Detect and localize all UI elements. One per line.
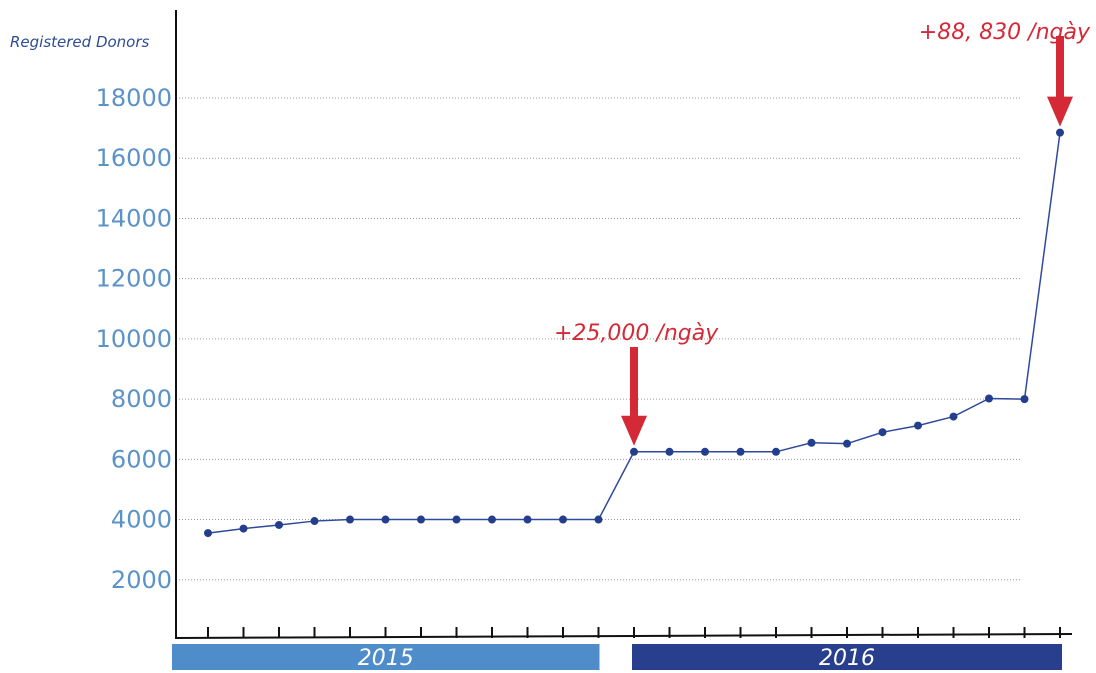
y-tick-label-12000: 12000 <box>96 265 172 293</box>
year-bands: 2015 2016 <box>172 644 1062 671</box>
data-point-9 <box>523 515 532 524</box>
data-point-21 <box>949 412 958 421</box>
y-tick-label-16000: 16000 <box>96 144 172 172</box>
x-axis-line <box>174 633 1073 639</box>
data-point-22 <box>985 394 993 403</box>
annotation-label-0: +25,000 /ngày <box>554 321 719 346</box>
data-point-2 <box>275 520 283 529</box>
data-point-5 <box>381 515 390 524</box>
data-point-14 <box>701 447 709 456</box>
x-ticks <box>207 627 1061 638</box>
data-point-0 <box>204 529 212 538</box>
data-point-20 <box>914 421 922 430</box>
annotation-label-1: +88, 830 /ngày <box>919 20 1091 45</box>
y-tick-label-10000: 10000 <box>96 325 172 353</box>
data-point-24 <box>1056 128 1064 137</box>
data-point-12 <box>630 447 638 456</box>
data-point-4 <box>346 515 354 524</box>
data-point-1 <box>239 524 248 533</box>
year-band-label-2016: 2016 <box>819 646 875 671</box>
y-axis-title: Registered Donors <box>10 33 150 51</box>
y-tick-label-14000: 14000 <box>96 204 172 232</box>
year-band-2015 <box>172 644 600 670</box>
annotation-arrow-1 <box>1047 36 1073 127</box>
data-point-6 <box>417 515 425 524</box>
y-tick-label-6000: 6000 <box>111 445 172 473</box>
data-point-3 <box>310 517 319 526</box>
year-band-label-2015: 2015 <box>358 646 414 671</box>
year-band-2016 <box>632 644 1062 670</box>
data-point-7 <box>452 515 461 524</box>
y-tick-label-18000: 18000 <box>96 84 172 112</box>
data-point-17 <box>807 438 816 447</box>
annotations: +25,000 /ngày +88, 830 /ngày <box>554 20 1091 446</box>
data-point-13 <box>665 447 674 456</box>
y-tick-label-8000: 8000 <box>111 385 172 413</box>
y-tick-label-2000: 2000 <box>111 566 172 594</box>
data-point-8 <box>488 515 496 524</box>
y-tick-labels: 2000 4000 6000 8000 10000 12000 14000 16000 1800… <box>96 84 172 594</box>
data-point-10 <box>559 515 567 524</box>
data-point-23 <box>1020 395 1029 404</box>
data-point-11 <box>594 515 603 524</box>
y-tick-label-4000: 4000 <box>111 506 172 534</box>
series-donors <box>204 128 1064 538</box>
data-point-19 <box>878 428 887 437</box>
annotation-arrow-0 <box>621 347 647 446</box>
data-point-15 <box>736 447 745 456</box>
data-point-18 <box>843 439 851 448</box>
data-point-16 <box>772 447 780 456</box>
